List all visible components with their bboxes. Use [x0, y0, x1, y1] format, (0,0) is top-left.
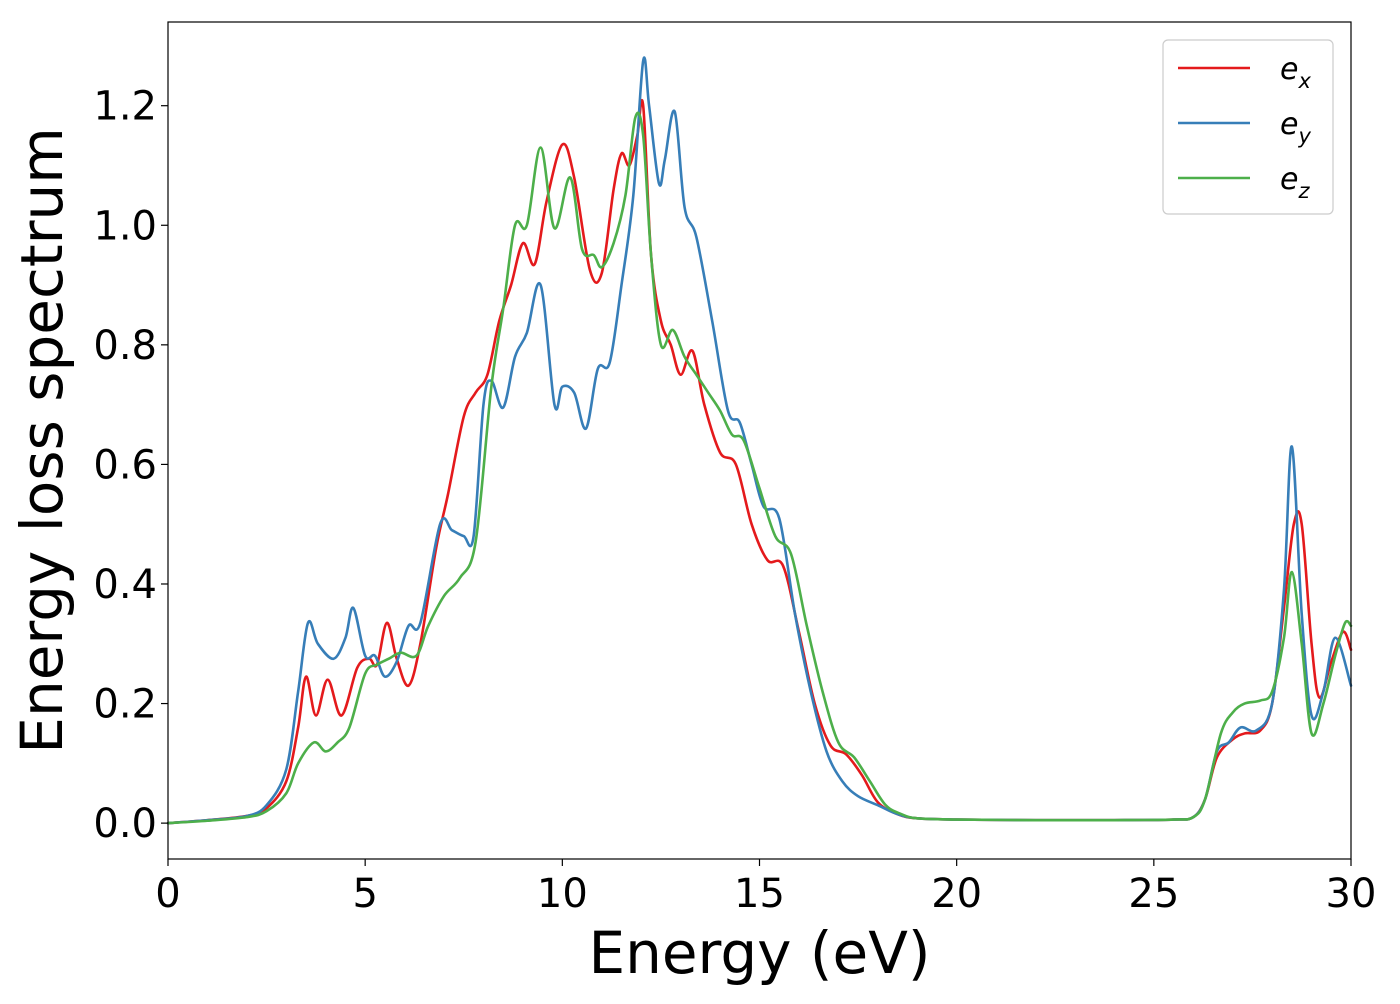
y-tick-label: 0.6: [93, 442, 157, 488]
y-tick-label: 0.2: [93, 682, 157, 728]
x-tick-label: 15: [734, 871, 785, 917]
x-tick-label: 5: [352, 871, 377, 917]
y-tick-label: 1.0: [93, 203, 157, 249]
x-tick-label: 0: [155, 871, 180, 917]
x-axis-ticks: 0 5 10 15 20 25 30: [155, 859, 1376, 917]
plot-area-background: [168, 22, 1351, 859]
x-tick-label: 10: [537, 871, 588, 917]
legend-label-y: ey: [1280, 107, 1311, 148]
legend-label-x: ex: [1280, 52, 1311, 93]
x-tick-label: 20: [931, 871, 982, 917]
legend-box: [1162, 39, 1334, 215]
y-tick-label: 1.2: [93, 84, 157, 130]
y-tick-label: 0.0: [93, 801, 157, 847]
y-axis-ticks: 0.0 0.2 0.4 0.6 0.8 1.0 1.2: [93, 84, 168, 847]
x-tick-label: 25: [1128, 871, 1179, 917]
y-axis-title: Energy loss spectrum: [8, 127, 76, 753]
series-line-z: [166, 111, 1353, 825]
x-axis-title: Energy (eV): [588, 919, 930, 987]
legend-label-z: ez: [1280, 162, 1310, 203]
x-tick-label: 30: [1326, 871, 1377, 917]
y-tick-label: 0.8: [93, 323, 157, 369]
y-tick-label: 0.4: [93, 562, 157, 608]
legend: ex ey ez: [1162, 39, 1334, 215]
series-layer: [166, 56, 1353, 825]
